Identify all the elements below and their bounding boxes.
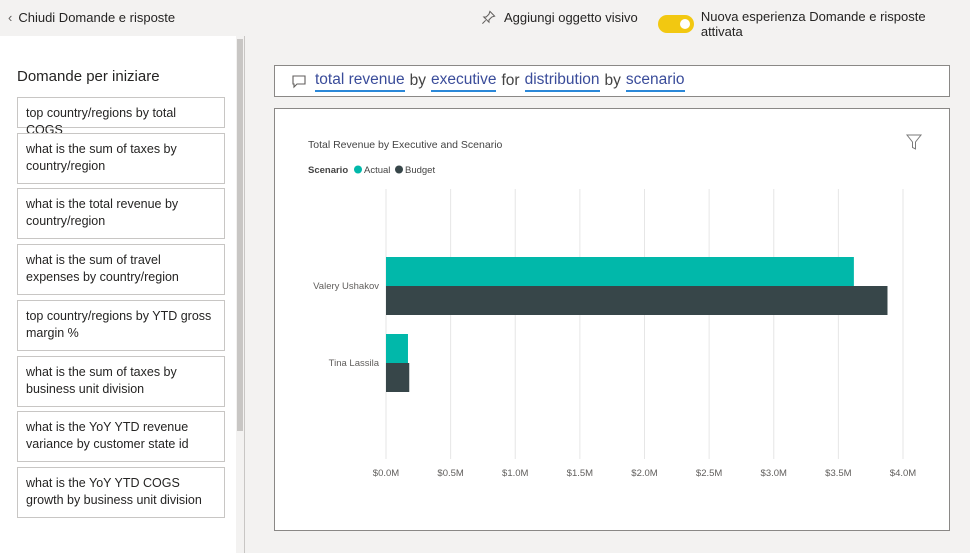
new-qna-toggle[interactable] — [658, 15, 694, 33]
filter-icon[interactable] — [905, 134, 923, 150]
category-label: Valery Ushakov — [313, 281, 379, 292]
query-word: by — [409, 72, 426, 89]
query-word: by — [604, 72, 621, 89]
sidebar-scroll-thumb[interactable] — [237, 39, 243, 431]
suggestion-item[interactable]: what is the sum of taxes by business uni… — [17, 356, 225, 407]
x-axis-ticks: $0.0M $0.5M $1.0M $1.5M $2.0M $2.5M $3.0M $3.5M… — [373, 468, 916, 479]
legend-budget-swatch — [395, 165, 403, 174]
legend-title: Scenario — [308, 165, 348, 176]
query-word: for — [501, 72, 520, 89]
question-input[interactable]: total revenue by executive for distribut… — [274, 65, 950, 97]
visual-container: Total Revenue by Executive and Scenario … — [274, 108, 950, 531]
bar-actual[interactable] — [386, 334, 408, 363]
suggestion-item[interactable]: what is the sum of travel expenses by co… — [17, 244, 225, 295]
suggestion-item[interactable]: top country/regions by YTD gross margin … — [17, 300, 225, 351]
close-qna-button[interactable]: ‹ Chiudi Domande e risposte — [8, 10, 175, 25]
x-tick-label: $1.5M — [567, 468, 593, 479]
x-tick-label: $3.5M — [825, 468, 851, 479]
x-tick-label: $0.0M — [373, 468, 399, 479]
x-tick-label: $1.0M — [502, 468, 528, 479]
sidebar-scrollbar[interactable] — [236, 36, 244, 553]
query-term-executive[interactable]: executive — [431, 71, 497, 92]
legend-actual-swatch — [354, 165, 362, 174]
x-tick-label: $0.5M — [437, 468, 463, 479]
bar-chart: Total Revenue by Executive and Scenario … — [308, 134, 923, 479]
query-term-distribution[interactable]: distribution — [524, 71, 600, 92]
query-term-revenue[interactable]: total revenue — [315, 71, 405, 92]
new-qna-toggle-group: Nuova esperienza Domande e risposte atti… — [658, 9, 970, 39]
legend: Scenario Actual Budget — [308, 165, 435, 176]
suggestion-item[interactable]: what is the sum of taxes by country/regi… — [17, 133, 225, 184]
x-tick-label: $4.0M — [890, 468, 916, 479]
category-labels: Valery Ushakov Tina Lassila — [313, 281, 380, 369]
new-qna-toggle-label: Nuova esperienza Domande e risposte atti… — [700, 9, 926, 39]
close-qna-label: Chiudi Domande e risposte — [18, 10, 176, 25]
suggestions-sidebar: Domande per iniziare top country/regions… — [0, 36, 244, 553]
toggle-knob — [679, 19, 690, 29]
gridlines — [385, 189, 904, 459]
category-label: Tina Lassila — [329, 358, 380, 369]
suggestion-item[interactable]: what is the total revenue by country/reg… — [17, 188, 225, 239]
pin-icon — [482, 10, 496, 24]
suggestion-item[interactable]: top country/regions by total COGS — [17, 97, 225, 137]
sidebar-divider — [244, 36, 245, 553]
chart-title: Total Revenue by Executive and Scenario — [308, 139, 503, 151]
suggestions-title: Domande per iniziare — [17, 68, 160, 85]
bars — [386, 257, 888, 392]
chevron-left-icon: ‹ — [8, 10, 13, 25]
suggestion-item[interactable]: what is the YoY YTD revenue variance by … — [17, 411, 225, 462]
query-term-scenario[interactable]: scenario — [625, 71, 685, 92]
comment-icon — [292, 75, 306, 89]
main-area: total revenue by executive for distribut… — [245, 36, 970, 553]
x-tick-label: $2.5M — [696, 468, 722, 479]
add-visual-button[interactable]: Aggiungi oggetto visivo — [481, 10, 638, 25]
x-tick-label: $2.0M — [631, 468, 657, 479]
add-visual-label: Aggiungi oggetto visivo — [504, 10, 638, 25]
suggestion-item[interactable]: what is the YoY YTD COGS growth by busin… — [17, 467, 225, 518]
top-bar: ‹ Chiudi Domande e risposte Aggiungi ogg… — [0, 0, 970, 39]
legend-actual-label[interactable]: Actual — [364, 165, 390, 176]
bar-budget[interactable] — [386, 363, 410, 392]
bar-budget[interactable] — [386, 286, 888, 315]
x-tick-label: $3.0M — [761, 468, 787, 479]
legend-budget-label[interactable]: Budget — [405, 165, 435, 176]
bar-actual[interactable] — [386, 257, 854, 286]
